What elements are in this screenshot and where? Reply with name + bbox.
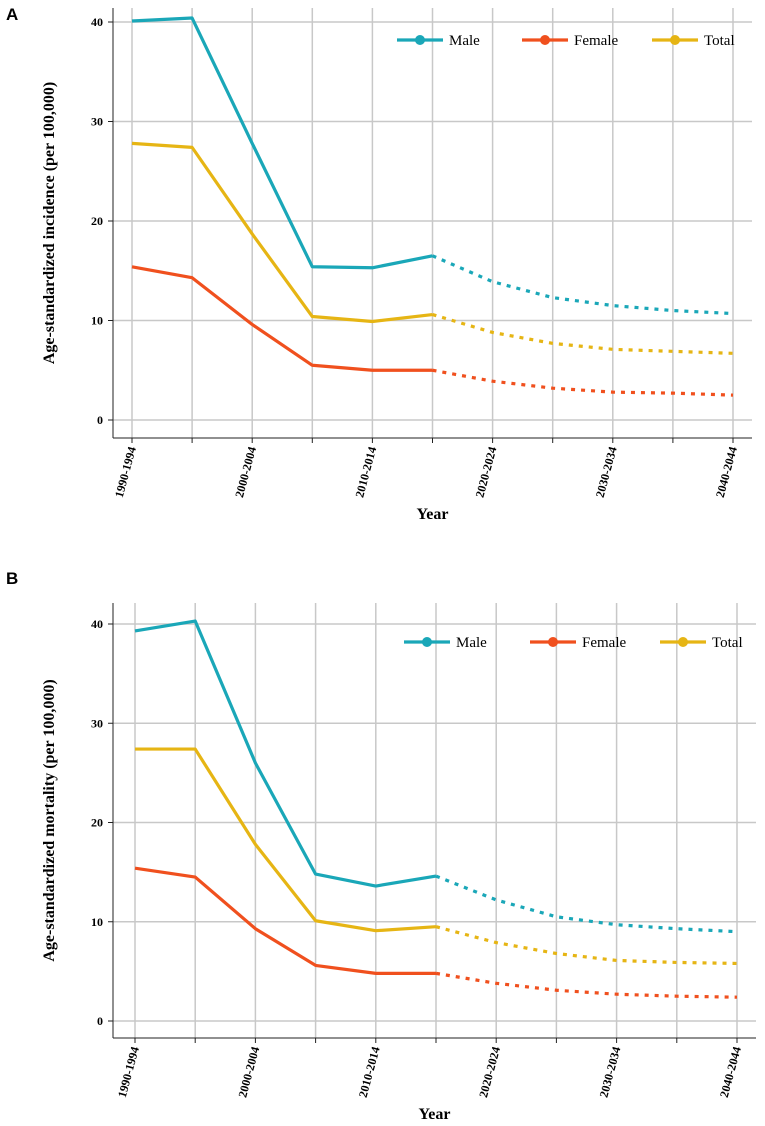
panel-label: B — [6, 569, 18, 588]
x-tick-label: 1990-1994 — [115, 1045, 142, 1099]
series-line-male-projected — [435, 874, 738, 934]
series-line-female-observed — [134, 866, 436, 975]
legend-swatch-dot — [678, 637, 688, 647]
series-line-total-projected — [432, 312, 734, 355]
y-axis-title: Age-standardized incidence (per 100,000) — [41, 82, 58, 364]
series-line-total-observed — [131, 141, 433, 324]
y-tick-label: 10 — [91, 314, 103, 328]
series-line-male-observed — [134, 619, 437, 888]
legend-label: Total — [704, 33, 735, 49]
x-tick-label: 2030-2034 — [597, 1045, 624, 1099]
legend-item-total: Total — [660, 635, 743, 651]
x-tick-label: 2010-2014 — [356, 1045, 383, 1099]
y-tick-label: 20 — [91, 816, 103, 830]
x-tick-label: 1990-1994 — [112, 445, 139, 499]
legend-item-male: Male — [404, 635, 487, 651]
legend-label: Total — [712, 635, 743, 651]
chart-panel-a: A 0 10 20 30 40 1990-1994 2000-2004 2010-2014 202… — [6, 5, 752, 523]
x-tick-label: 2020-2024 — [473, 445, 500, 499]
legend-swatch-dot — [540, 35, 550, 45]
y-tick-label: 20 — [91, 214, 103, 228]
y-tick-label: 30 — [91, 115, 103, 129]
series-line-female-projected — [432, 368, 734, 397]
x-tick-label: 2040-2044 — [713, 445, 740, 499]
x-tick-label: 2040-2044 — [717, 1045, 744, 1099]
legend-item-female: Female — [522, 33, 618, 49]
legend-swatch-dot — [422, 637, 432, 647]
series-line-female-observed — [131, 265, 433, 372]
x-tick-label: 2000-2004 — [235, 1045, 262, 1099]
x-tick-label: 2010-2014 — [352, 445, 379, 499]
y-axis-title: Age-standardized mortality (per 100,000) — [41, 679, 58, 961]
series-line-male-projected — [431, 254, 734, 316]
series-line-male-observed — [131, 16, 433, 270]
series-line-female-projected — [435, 971, 738, 999]
x-axis-title: Year — [419, 1106, 451, 1123]
legend-swatch-dot — [415, 35, 425, 45]
y-tick-label: 40 — [91, 617, 103, 631]
legend-label: Female — [574, 33, 618, 49]
legend-item-total: Total — [652, 33, 735, 49]
y-tick-label: 0 — [97, 1014, 103, 1028]
legend-label: Female — [582, 635, 626, 651]
x-tick-label: 2000-2004 — [232, 445, 259, 499]
x-tick-label: 2020-2024 — [476, 1045, 503, 1099]
series-line-total-projected — [435, 925, 738, 966]
y-tick-label: 40 — [91, 15, 103, 29]
x-tick-label: 2030-2034 — [593, 445, 620, 499]
legend-swatch-dot — [548, 637, 558, 647]
panel-label: A — [6, 5, 18, 24]
legend-label: Male — [449, 33, 480, 49]
y-tick-label: 30 — [91, 716, 103, 730]
x-axis-title: Year — [417, 506, 449, 523]
legend-label: Male — [456, 635, 487, 651]
legend-item-female: Female — [530, 635, 626, 651]
legend-item-male: Male — [397, 33, 480, 49]
legend-swatch-dot — [670, 35, 680, 45]
y-tick-label: 10 — [91, 915, 103, 929]
series-line-total-observed — [135, 747, 437, 933]
chart-panel-b: B 0 10 20 30 40 1990-1994 2000-2004 2010-2014 202… — [6, 569, 756, 1123]
y-tick-label: 0 — [97, 413, 103, 427]
